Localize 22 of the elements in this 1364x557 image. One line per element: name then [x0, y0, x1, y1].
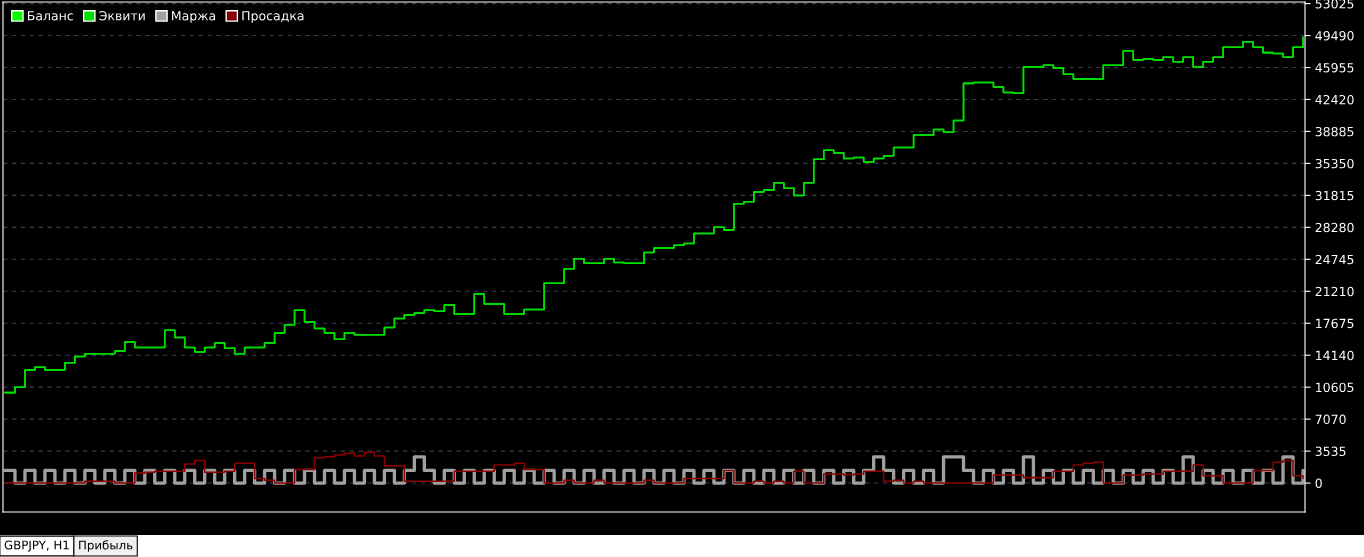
legend-label: Эквити — [99, 10, 145, 21]
y-tick-label: 0 — [1315, 478, 1322, 488]
y-tick-label: 49490 — [1315, 31, 1354, 41]
y-tick-label: 17675 — [1316, 318, 1354, 329]
legend-label: Маржа — [172, 11, 216, 23]
y-tick-label: 38885 — [1315, 126, 1354, 137]
y-tick-label: 42420 — [1315, 94, 1354, 105]
y-tick-label: 21210 — [1315, 286, 1354, 297]
y-tick-label: 3535 — [1315, 446, 1346, 457]
text: GBPJPY, H1 — [4, 540, 69, 552]
legend-label: Баланс — [27, 11, 73, 21]
y-tick-label: 10605 — [1316, 382, 1354, 393]
y-tick-label: 31815 — [1315, 190, 1354, 201]
y-tick-label: 24745 — [1315, 254, 1354, 265]
legend-label: Просадка — [242, 11, 304, 23]
y-tick-label: 35350 — [1315, 158, 1354, 169]
y-tick-label: 14140 — [1316, 350, 1354, 361]
y-tick-label: 7070 — [1315, 414, 1346, 425]
y-tick-label: 45955 — [1315, 62, 1354, 73]
text: Прибыль — [79, 540, 133, 552]
y-tick-label: 28280 — [1315, 222, 1354, 233]
y-tick-label: 53025 — [1315, 0, 1354, 9]
